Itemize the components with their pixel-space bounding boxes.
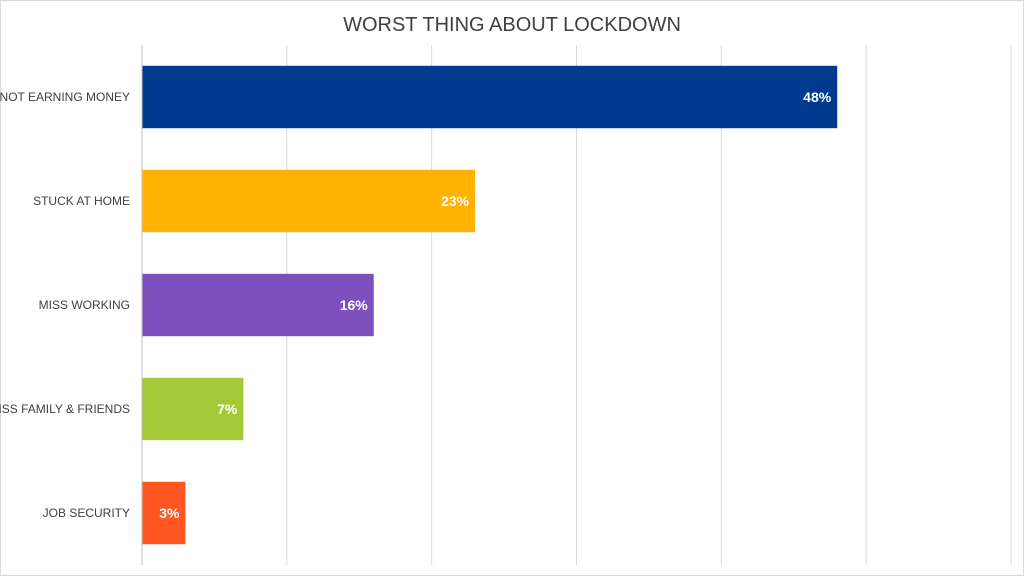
data-label: 3% — [159, 505, 180, 521]
category-label: JOB SECURITY — [43, 506, 130, 520]
bar — [142, 481, 186, 545]
data-label: 16% — [340, 297, 369, 313]
bars — [142, 65, 838, 545]
chart-title: WORST THING ABOUT LOCKDOWN — [343, 14, 681, 36]
bar — [142, 273, 374, 337]
bar — [142, 65, 838, 129]
data-label: 48% — [803, 89, 832, 105]
category-label: MISS WORKING — [39, 298, 130, 312]
category-label: STUCK AT HOME — [33, 194, 130, 208]
category-labels: NOT EARNING MONEY STUCK AT HOME MISS WORKI… — [0, 90, 130, 520]
bar — [142, 377, 244, 441]
category-label: NOT EARNING MONEY — [0, 90, 130, 104]
category-label: MISS FAMILY & FRIENDS — [0, 402, 130, 416]
data-label: 23% — [441, 193, 470, 209]
bar — [142, 169, 476, 233]
data-labels: 48% 23% 16% 7% 3% — [159, 89, 832, 521]
data-label: 7% — [217, 401, 238, 417]
